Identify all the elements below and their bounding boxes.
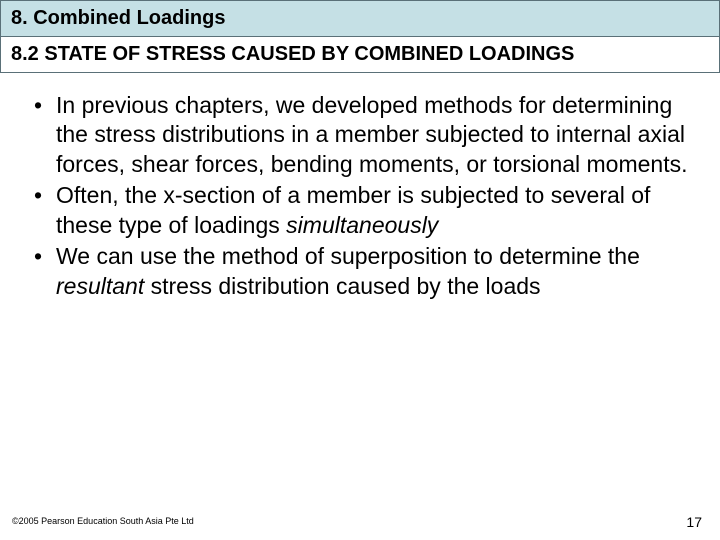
bullet-item: We can use the method of superposition t… — [28, 242, 692, 301]
bullet-list: In previous chapters, we developed metho… — [28, 91, 692, 301]
slide: 8. Combined Loadings 8.2 STATE OF STRESS… — [0, 0, 720, 540]
content-area: In previous chapters, we developed metho… — [0, 73, 720, 301]
chapter-title-text: 8. Combined Loadings — [11, 7, 225, 29]
chapter-title-bar: 8. Combined Loadings — [0, 0, 720, 37]
copyright-text: ©2005 Pearson Education South Asia Pte L… — [12, 516, 194, 526]
bullet-item: In previous chapters, we developed metho… — [28, 91, 692, 179]
section-title-bar: 8.2 STATE OF STRESS CAUSED BY COMBINED L… — [0, 37, 720, 73]
page-number: 17 — [686, 514, 702, 530]
section-title-text: 8.2 STATE OF STRESS CAUSED BY COMBINED L… — [11, 43, 574, 65]
bullet-item: Often, the x-section of a member is subj… — [28, 181, 692, 240]
